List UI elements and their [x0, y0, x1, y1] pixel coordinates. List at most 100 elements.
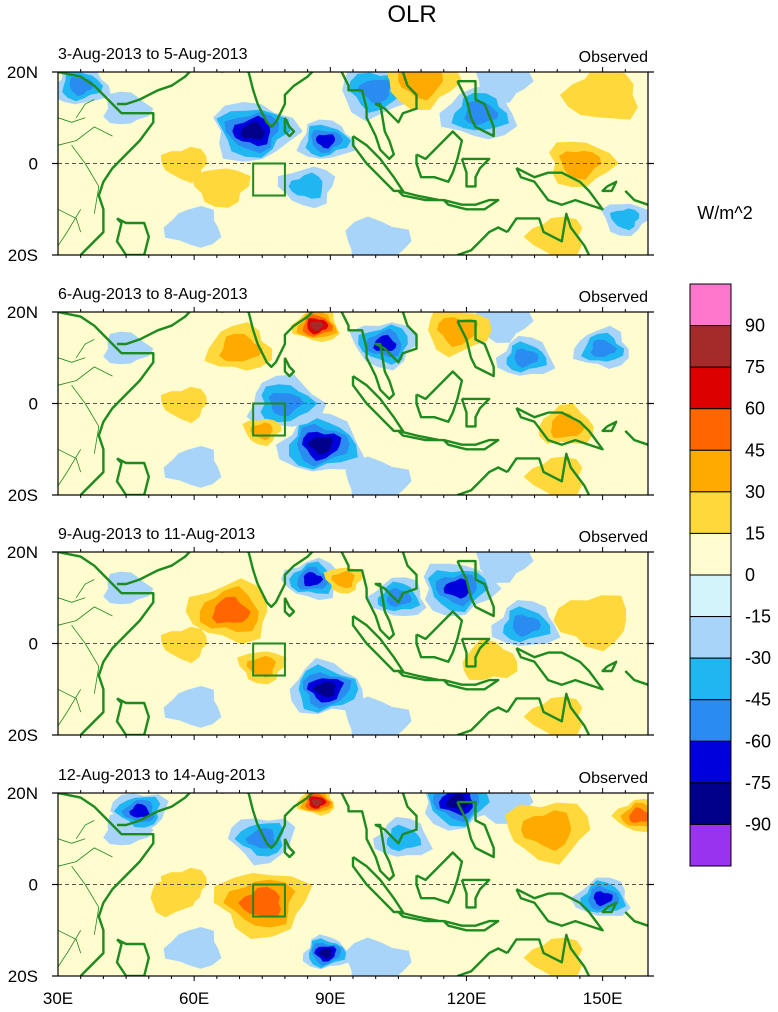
olr-contour-lvl1: [163, 927, 222, 969]
colorbar-label: -75: [745, 773, 771, 793]
coastline: [624, 430, 648, 447]
region-box: [252, 883, 286, 918]
colorbar-units-label: W/m^2: [697, 203, 752, 223]
olr-contour-lvl4: [303, 571, 324, 587]
region-box: [252, 402, 286, 437]
colorbar-label: 0: [745, 565, 755, 585]
olr-contour-lvl3: [268, 392, 304, 416]
country-border: [58, 366, 113, 386]
coastline: [415, 610, 464, 663]
olr-field: [58, 49, 648, 255]
coastline: [457, 947, 508, 976]
coastline: [457, 706, 508, 735]
colorbar-label: -90: [745, 814, 771, 834]
olr-contour-lvl1: [163, 686, 222, 728]
colorbar-swatch: [689, 740, 732, 784]
coastline: [460, 397, 491, 428]
country-border: [58, 597, 86, 603]
olr-contour-lvl2: [398, 72, 443, 101]
coastline: [460, 878, 491, 909]
y-tick-label: 0: [29, 155, 38, 174]
coastline: [58, 72, 155, 255]
y-tick-label: 20S: [8, 246, 38, 265]
country-border: [58, 930, 82, 968]
coastline: [457, 466, 508, 495]
coastline: [415, 851, 464, 904]
olr-field: [58, 312, 648, 495]
coastline: [351, 615, 405, 673]
coastline: [442, 438, 500, 451]
olr-contour-lvl5: [311, 798, 323, 807]
olr-contour-lvl1: [475, 312, 534, 343]
coastline: [456, 800, 495, 859]
colorbar-label: 90: [745, 316, 765, 336]
olr-contour-lvl1: [475, 552, 534, 583]
coastline: [506, 933, 591, 976]
coastline: [415, 130, 464, 183]
coastline: [506, 692, 591, 735]
olr-contour-lvl5: [313, 681, 336, 697]
coastline: [467, 770, 476, 784]
y-tick-label: 0: [29, 635, 38, 654]
olr-contour-lvl1: [163, 206, 222, 248]
country-border: [75, 339, 95, 359]
coastline: [456, 80, 495, 138]
coastline: [117, 552, 191, 586]
coastline: [506, 212, 591, 255]
olr-contour-lvl4: [373, 334, 397, 352]
olr-contour-lvl1: [160, 146, 208, 184]
country-border: [58, 688, 82, 713]
coastline: [442, 198, 500, 211]
coastline: [115, 217, 150, 255]
country-border: [71, 624, 100, 694]
coastline: [457, 226, 508, 255]
country-border: [71, 384, 100, 454]
country-border: [58, 838, 86, 844]
olr-contour-lvl1: [191, 168, 251, 208]
colorbar-swatch: [689, 574, 732, 618]
colorbar-swatch: [689, 366, 732, 410]
y-tick-label: 20S: [8, 726, 38, 745]
coastline: [117, 312, 191, 346]
olr-contour-lvl3: [245, 828, 277, 849]
olr-contour-lvl1: [553, 595, 626, 652]
country-border: [71, 865, 100, 935]
olr-contour-lvl3: [514, 348, 539, 368]
coastline: [115, 457, 150, 495]
coastline: [221, 552, 314, 609]
olr-contour-lvl3: [211, 596, 251, 624]
olr-field: [58, 529, 648, 735]
panel-period-label: 9-Aug-2013 to 11-Aug-2013: [58, 526, 255, 543]
coastline: [340, 552, 418, 641]
olr-contour-lvl1: [345, 937, 412, 976]
coastline: [467, 529, 476, 543]
olr-contour-lvl2: [609, 208, 640, 231]
coastline: [601, 660, 618, 673]
coastline: [351, 375, 405, 433]
x-tick-label: 150E: [583, 989, 623, 1008]
y-tick-label: 20S: [8, 486, 38, 505]
olr-contour-lvl5: [310, 321, 324, 332]
colorbar-label: -30: [745, 648, 771, 668]
coastline: [467, 49, 476, 63]
country-border: [58, 209, 82, 247]
olr-panel-2: 6-Aug-2013 to 8-Aug-2013 Observed 20N 0 20S: [7, 286, 654, 505]
olr-contour-lvl1: [160, 386, 208, 424]
colorbar-swatch: [689, 408, 732, 451]
olr-contour-lvl2: [219, 333, 263, 362]
olr-contour-lvl2: [558, 150, 602, 180]
coastline: [515, 407, 604, 451]
coastline: [515, 167, 604, 211]
y-tick-label: 20N: [7, 543, 38, 562]
panels-layer: 3-Aug-2013 to 5-Aug-2013 Observed20N020S6…: [7, 46, 654, 986]
coastline: [115, 938, 150, 976]
colorbar-label: 30: [745, 482, 765, 502]
country-border: [58, 449, 82, 487]
olr-contour-lvl2: [288, 172, 323, 199]
coastline: [340, 793, 418, 882]
coastline: [601, 420, 618, 433]
region-box: [252, 162, 286, 197]
country-border: [58, 929, 82, 954]
coastline: [415, 370, 464, 423]
